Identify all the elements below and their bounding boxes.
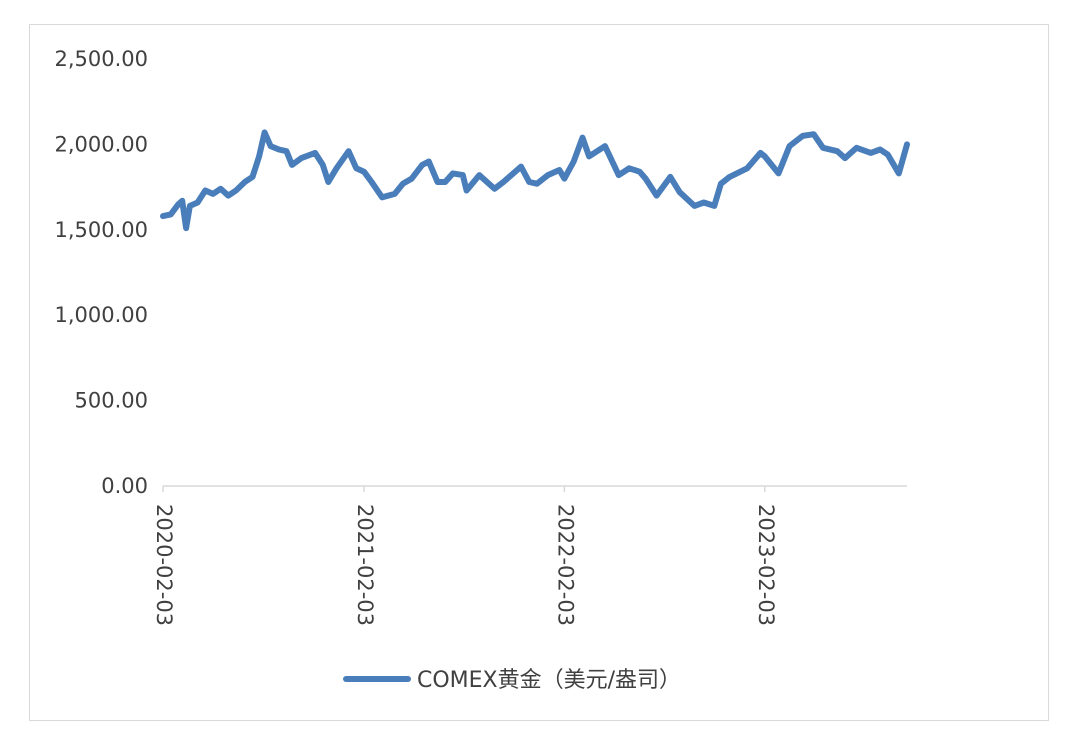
series-group <box>160 129 910 232</box>
x-tick-label: 2022-02-03 <box>553 504 577 626</box>
x-axis-ticks: 2020-02-03 2021-02-03 2022-02-03 2023-02-03 <box>152 486 778 626</box>
y-tick-label: 500.00 <box>75 389 148 413</box>
y-tick-label: 0.00 <box>101 474 148 498</box>
series-line <box>160 129 910 232</box>
x-tick-label: 2023-02-03 <box>754 504 778 626</box>
x-tick-label: 2021-02-03 <box>353 504 377 626</box>
y-tick-label: 2,000.00 <box>54 132 148 156</box>
y-tick-label: 1,000.00 <box>54 303 148 327</box>
y-tick-label: 1,500.00 <box>54 218 148 242</box>
y-tick-label: 2,500.00 <box>54 47 148 71</box>
legend-label: COMEX黄金（美元/盎司） <box>417 668 681 693</box>
chart-frame <box>29 24 1049 721</box>
legend: COMEX黄金（美元/盎司） <box>343 668 681 693</box>
y-axis-ticks: 0.00 500.00 1,000.00 1,500.00 2,000.00 2,500.… <box>54 47 148 498</box>
x-tick-label: 2020-02-03 <box>152 504 176 626</box>
